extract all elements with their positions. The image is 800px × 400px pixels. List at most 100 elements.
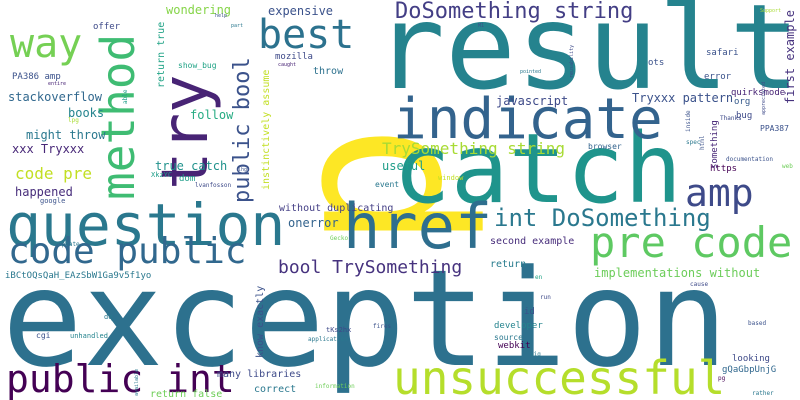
word-gqagbpunjg: gQaGbpUnjG [722, 365, 777, 375]
word-developer: developer [494, 321, 543, 331]
word-something: something [710, 120, 720, 169]
word-unsuccessful: unsuccessful [393, 351, 726, 400]
word-part: part [231, 23, 244, 29]
word-id: id [524, 307, 535, 317]
word-org: org [734, 97, 751, 107]
word-public-int: public int [6, 357, 235, 400]
word-unhandled: unhandled [70, 332, 108, 340]
word-expensive: expensive [268, 4, 334, 18]
word-pa386-amp: PA386 amp [12, 72, 61, 82]
word-second-example: second example [490, 236, 575, 247]
word-gecko: Gecko [330, 235, 349, 242]
word-lhg: lhg [238, 167, 248, 173]
word-safari: safari [706, 48, 739, 58]
word-lpg: lpg [68, 117, 79, 124]
word-help: help [215, 13, 228, 19]
word-return: return [490, 259, 527, 270]
word-show-bug: show_bug [178, 61, 217, 70]
word-run: run [540, 294, 551, 301]
word-support-top: Support [760, 8, 782, 14]
word-href: href [343, 190, 493, 263]
word-ibctoqsqah: iBCtOQsQaH_EAzSbW1Ga9v5f1yo [5, 271, 152, 281]
word-pointed: pointed [520, 69, 542, 75]
word-tks2hx: tKs2hx [326, 326, 352, 334]
word-best: best [258, 12, 355, 58]
word-cause: cause [690, 281, 709, 288]
word-bool-trysomething: bool TrySomething [278, 257, 463, 278]
word-onerror: onerror [288, 216, 339, 230]
word-dosomething-string: DoSomething string [395, 0, 634, 24]
word-bug: bug [736, 111, 753, 121]
word-documentation: documentation [726, 156, 773, 163]
word-exception: exception [2, 241, 729, 397]
word-information: information [315, 383, 355, 390]
word-true-catch: true catch [155, 159, 228, 173]
word-return-true: return true [156, 21, 167, 88]
word-code-pre: code pre [15, 164, 93, 183]
word-google: google [40, 197, 66, 205]
word-thanks: Thanks [720, 115, 742, 122]
word-javascript: javascript [496, 94, 569, 108]
word-lvanfosson: lvanfosson [195, 182, 232, 189]
word-books: books [68, 106, 105, 120]
word-code-public: code public [8, 231, 247, 272]
word-trysomething-string: TrySomething string [382, 139, 566, 158]
word-implementations-without: implementations without [594, 266, 761, 280]
word-source: source [494, 333, 523, 342]
word-able: able [122, 89, 129, 104]
word-happened: happened [15, 185, 73, 199]
word-throw: throw [313, 66, 344, 77]
word-question: question [6, 191, 286, 259]
word-appreciated: appreciated [761, 81, 767, 115]
word-many-libraries: many libraries [217, 369, 302, 380]
word-public-bool: public bool [230, 57, 255, 203]
word-looking: looking [732, 354, 770, 364]
word-ppa387: PPA387 [760, 124, 789, 133]
word-instinctively-assume: instinctively assume [261, 69, 272, 190]
word-based: based [748, 320, 767, 327]
word-https: https [710, 164, 738, 174]
word-amp: amp [685, 171, 754, 215]
word-first-example: first example [783, 10, 797, 104]
word-html: html [699, 135, 706, 150]
word-rather: rather [752, 390, 774, 397]
word-cgi: cgi [36, 331, 51, 340]
word-might-throw: might throw [26, 128, 106, 142]
word-way: way [10, 21, 83, 67]
word-web: web [782, 163, 793, 170]
word-spec: spec [686, 139, 701, 146]
word-inside: inside [685, 110, 692, 132]
word-xkzyc: XkzYC [151, 171, 173, 179]
word-entire: entire [48, 81, 67, 87]
word-error: error [704, 72, 732, 82]
word-result: result [374, 0, 800, 116]
word-useful: useful [382, 159, 426, 173]
word-correct: correct [254, 384, 297, 395]
word-stackoverflow: stackoverflow [8, 90, 102, 104]
word-sig: sig [530, 351, 541, 358]
word-xxx-tryxxx: xxx Tryxxx [12, 142, 85, 156]
word-return-false: return false [150, 389, 223, 400]
word-catch: catch [393, 113, 682, 225]
word-application: application [308, 336, 348, 343]
word-int-dosomething: int DoSomething [494, 204, 711, 232]
word-available: available [134, 368, 140, 396]
word-know-exactly: know exactly [255, 285, 266, 358]
word-indicate: indicate [393, 87, 663, 152]
word-update: Update [58, 241, 80, 248]
word-reusability: reusability [569, 44, 575, 78]
word-follow: follow [190, 108, 234, 122]
word-without-duplicating: without duplicating [279, 203, 394, 214]
word-quirksmode: quirksmode [731, 88, 786, 98]
word-event: event [375, 180, 400, 189]
word-pre-code: pre code [590, 218, 793, 267]
word-wondering: wondering [166, 3, 232, 17]
word-window: window [438, 174, 464, 182]
word-offer: offer [93, 22, 121, 32]
word-fires: fires [373, 323, 392, 330]
word-pg: pg [718, 375, 726, 382]
word-dq: dq [104, 313, 113, 321]
word-ots: ots [648, 58, 665, 68]
word-caught: caught [278, 62, 297, 68]
